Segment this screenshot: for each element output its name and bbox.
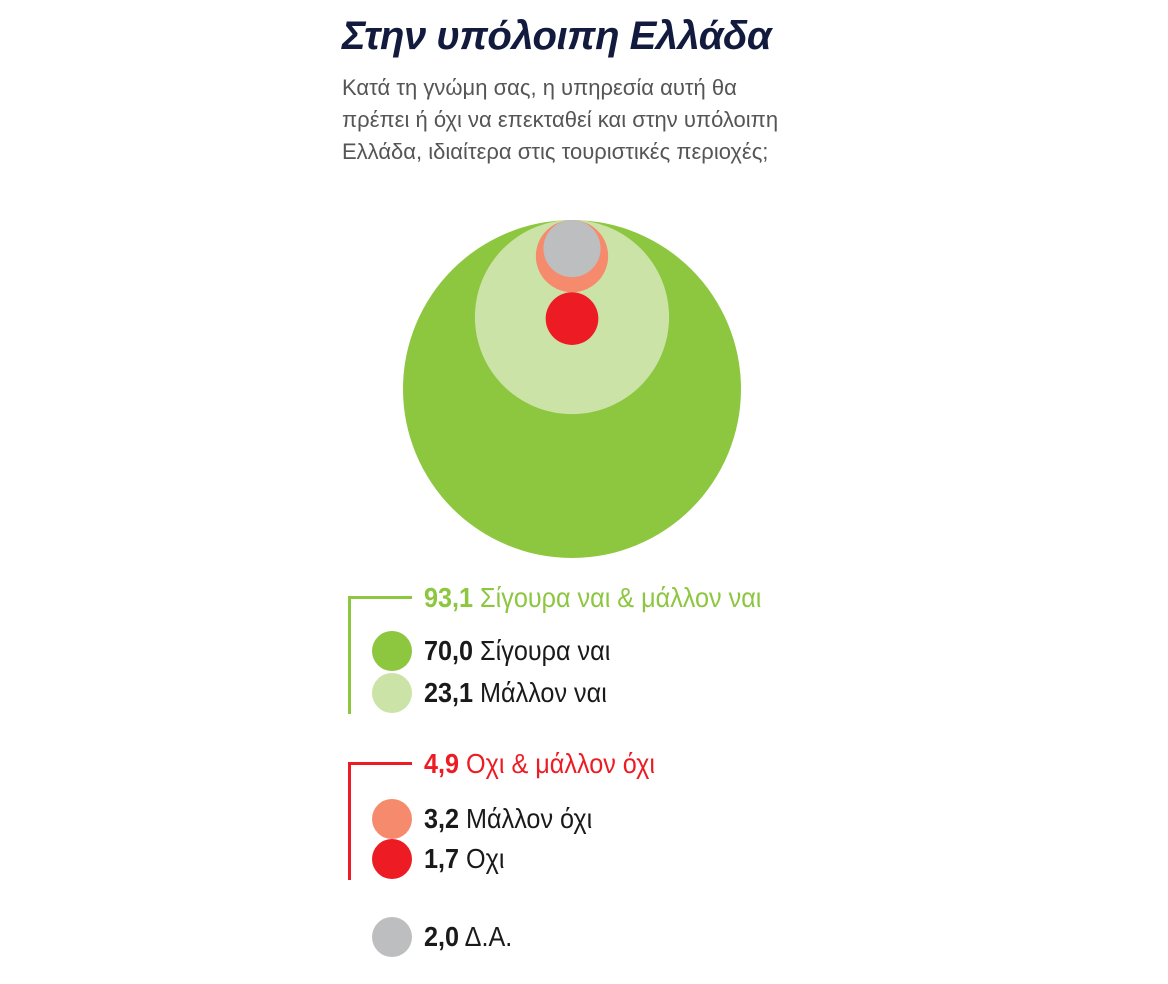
legend-dot-mallon-ochi [372, 799, 412, 839]
legend-item-sigoura-nai: 70,0 Σίγουρα ναι [372, 631, 631, 671]
legend-label-sigoura-nai: Σίγουρα ναι [480, 635, 611, 666]
bubble-ochi [545, 292, 599, 345]
legend-text-mallon-ochi: 3,2 Μάλλον όχι [424, 803, 592, 835]
legend-item-ochi: 1,7 Οχι [372, 839, 513, 879]
legend-dot-sigoura-nai [372, 631, 412, 671]
legend-label-da: Δ.Α. [464, 921, 513, 952]
legend-value-mallon-ochi: 3,2 [424, 803, 460, 834]
legend-label-ochi: Οχι [466, 843, 505, 874]
legend-value-da: 2,0 [424, 921, 460, 952]
group-text-no: Οχι & μάλλον όχι [466, 748, 655, 779]
chart-title: Στην υπόλοιπη Ελλάδα [342, 14, 772, 58]
chart-question: Κατά τη γνώμη σας, η υπηρεσία αυτή θα πρ… [342, 75, 779, 164]
group-label-no: 4,9 Οχι & μάλλον όχι [424, 748, 655, 780]
legend-text-da: 2,0 Δ.Α. [424, 921, 512, 953]
group-bracket-yes [348, 596, 412, 714]
legend-label-mallon-nai: Μάλλον ναι [480, 677, 607, 708]
group-bracket-no [348, 762, 412, 880]
bubble-da [543, 220, 601, 278]
legend-text-ochi: 1,7 Οχι [424, 843, 504, 875]
legend-label-mallon-ochi: Μάλλον όχι [466, 803, 593, 834]
legend-text-sigoura-nai: 70,0 Σίγουρα ναι [424, 635, 610, 667]
legend-text-mallon-nai: 23,1 Μάλλον ναι [424, 677, 607, 709]
legend-item-da: 2,0 Δ.Α. [372, 917, 522, 957]
group-label-yes: 93,1 Σίγουρα ναι & μάλλον ναι [424, 582, 761, 614]
legend-dot-mallon-nai [372, 673, 412, 713]
legend-dot-ochi [372, 839, 412, 879]
legend-value-sigoura-nai: 70,0 [424, 635, 474, 666]
group-text-yes: Σίγουρα ναι & μάλλον ναι [480, 582, 762, 613]
legend-value-ochi: 1,7 [424, 843, 460, 874]
legend-value-mallon-nai: 23,1 [424, 677, 474, 708]
legend-item-mallon-nai: 23,1 Μάλλον ναι [372, 673, 627, 713]
group-value-no: 4,9 [424, 748, 460, 779]
legend-item-mallon-ochi: 3,2 Μάλλον όχι [372, 799, 611, 839]
group-value-yes: 93,1 [424, 582, 474, 613]
legend-dot-da [372, 917, 412, 957]
